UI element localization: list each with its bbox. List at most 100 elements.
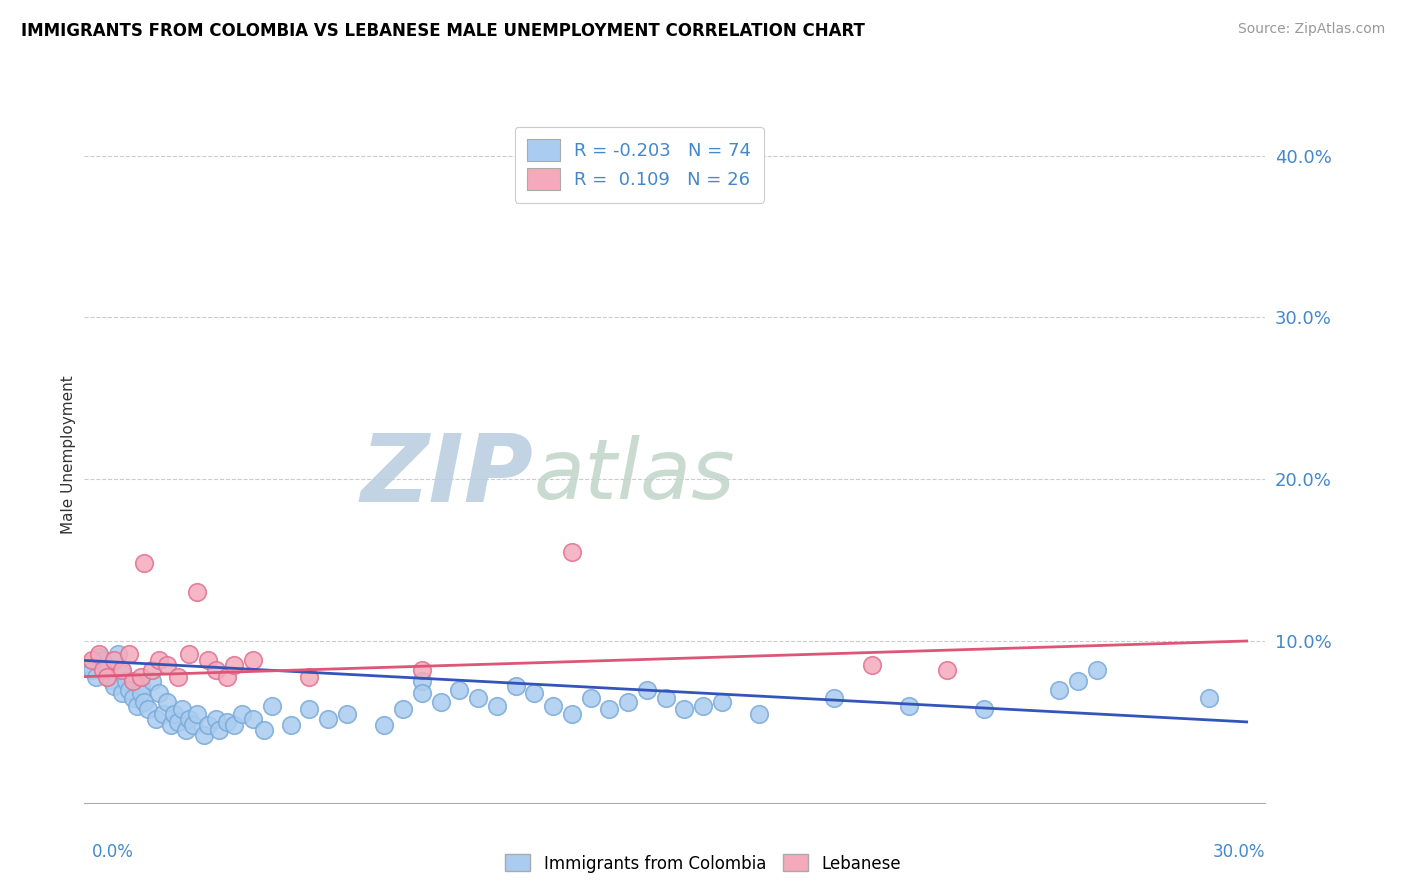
Point: [935, 663, 957, 677]
Text: Source: ZipAtlas.com: Source: ZipAtlas.com: [1237, 22, 1385, 37]
Point: [96, 663, 118, 677]
Point: [260, 698, 283, 713]
Point: [541, 698, 564, 713]
Point: [1198, 690, 1220, 705]
Point: [224, 718, 246, 732]
Point: [163, 706, 186, 721]
Point: [654, 690, 676, 705]
Point: [181, 718, 204, 732]
Point: [898, 698, 921, 713]
Point: [91, 663, 114, 677]
Point: [561, 706, 583, 721]
Point: [152, 706, 174, 721]
Point: [111, 666, 134, 681]
Point: [1047, 682, 1070, 697]
Text: 30.0%: 30.0%: [1213, 843, 1265, 861]
Text: ZIP: ZIP: [360, 430, 533, 522]
Point: [242, 653, 264, 667]
Point: [91, 653, 114, 667]
Point: [80, 663, 103, 677]
Point: [89, 647, 111, 661]
Point: [429, 696, 451, 710]
Point: [523, 686, 546, 700]
Point: [411, 674, 433, 689]
Point: [215, 670, 238, 684]
Point: [134, 696, 156, 710]
Point: [598, 702, 620, 716]
Point: [215, 714, 238, 729]
Point: [186, 706, 208, 721]
Point: [449, 682, 471, 697]
Point: [579, 690, 602, 705]
Point: [467, 690, 489, 705]
Point: [561, 545, 583, 559]
Point: [973, 702, 995, 716]
Point: [122, 690, 145, 705]
Point: [107, 647, 129, 661]
Point: [204, 712, 226, 726]
Point: [122, 674, 145, 689]
Point: [167, 670, 190, 684]
Point: [298, 702, 321, 716]
Point: [186, 585, 208, 599]
Point: [174, 723, 197, 737]
Point: [505, 679, 527, 693]
Point: [145, 712, 167, 726]
Point: [96, 670, 118, 684]
Point: [179, 647, 201, 661]
Point: [411, 686, 433, 700]
Point: [159, 718, 181, 732]
Point: [411, 663, 433, 677]
Point: [129, 686, 152, 700]
Point: [129, 679, 152, 693]
Point: [77, 657, 100, 671]
Point: [617, 696, 640, 710]
Text: 0.0%: 0.0%: [91, 843, 134, 861]
Legend: Immigrants from Colombia, Lebanese: Immigrants from Colombia, Lebanese: [499, 847, 907, 880]
Point: [673, 702, 696, 716]
Point: [134, 557, 156, 571]
Point: [710, 696, 733, 710]
Point: [692, 698, 714, 713]
Point: [860, 658, 883, 673]
Point: [89, 650, 111, 665]
Point: [111, 663, 134, 677]
Point: [141, 674, 163, 689]
Legend: R = -0.203   N = 74, R =  0.109   N = 26: R = -0.203 N = 74, R = 0.109 N = 26: [515, 127, 763, 203]
Point: [636, 682, 658, 697]
Point: [748, 706, 770, 721]
Point: [114, 674, 136, 689]
Point: [125, 698, 148, 713]
Point: [129, 670, 152, 684]
Text: IMMIGRANTS FROM COLOMBIA VS LEBANESE MALE UNEMPLOYMENT CORRELATION CHART: IMMIGRANTS FROM COLOMBIA VS LEBANESE MAL…: [21, 22, 865, 40]
Point: [242, 712, 264, 726]
Point: [80, 653, 103, 667]
Point: [298, 670, 321, 684]
Point: [100, 673, 122, 687]
Point: [118, 647, 141, 661]
Point: [1067, 674, 1090, 689]
Point: [156, 658, 179, 673]
Point: [193, 728, 215, 742]
Point: [316, 712, 339, 726]
Point: [823, 690, 845, 705]
Point: [280, 718, 302, 732]
Point: [208, 723, 231, 737]
Point: [111, 686, 134, 700]
Point: [148, 653, 170, 667]
Point: [136, 702, 159, 716]
Point: [141, 663, 163, 677]
Point: [231, 706, 253, 721]
Point: [373, 718, 395, 732]
Point: [148, 686, 170, 700]
Point: [204, 663, 226, 677]
Y-axis label: Male Unemployment: Male Unemployment: [60, 376, 76, 534]
Point: [197, 653, 219, 667]
Point: [170, 702, 193, 716]
Point: [179, 712, 201, 726]
Text: atlas: atlas: [533, 435, 735, 516]
Point: [392, 702, 415, 716]
Point: [103, 653, 125, 667]
Point: [103, 679, 125, 693]
Point: [224, 658, 246, 673]
